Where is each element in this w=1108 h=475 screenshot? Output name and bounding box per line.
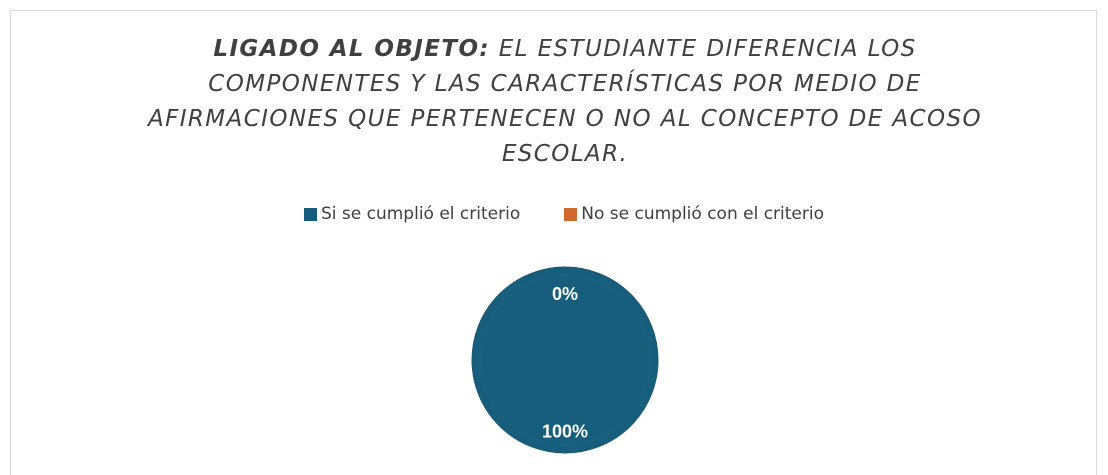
legend-item: Si se cumplió el criterio	[303, 204, 521, 224]
chart-title: LIGADO AL OBJETO: EL ESTUDIANTE DIFERENC…	[140, 32, 990, 172]
data-label: 0%	[552, 284, 578, 304]
pie-ring	[479, 274, 651, 446]
legend-label: Si se cumplió el criterio	[320, 204, 521, 224]
data-label: 100%	[542, 421, 588, 441]
legend-swatch	[303, 207, 317, 221]
legend-label: No se cumplió con el criterio	[581, 204, 825, 224]
legend-swatch	[564, 207, 578, 221]
chart-frame	[10, 10, 1097, 475]
pie-slice	[471, 266, 659, 454]
legend: Si se cumplió el criterio No se cumplió c…	[0, 204, 1108, 224]
legend-item: No se cumplió con el criterio	[564, 204, 824, 224]
title-text: EL ESTUDIANTE DIFERENCIA LOS COMPONENTES…	[147, 36, 983, 167]
title-lead: LIGADO AL OBJETO:	[213, 36, 490, 62]
